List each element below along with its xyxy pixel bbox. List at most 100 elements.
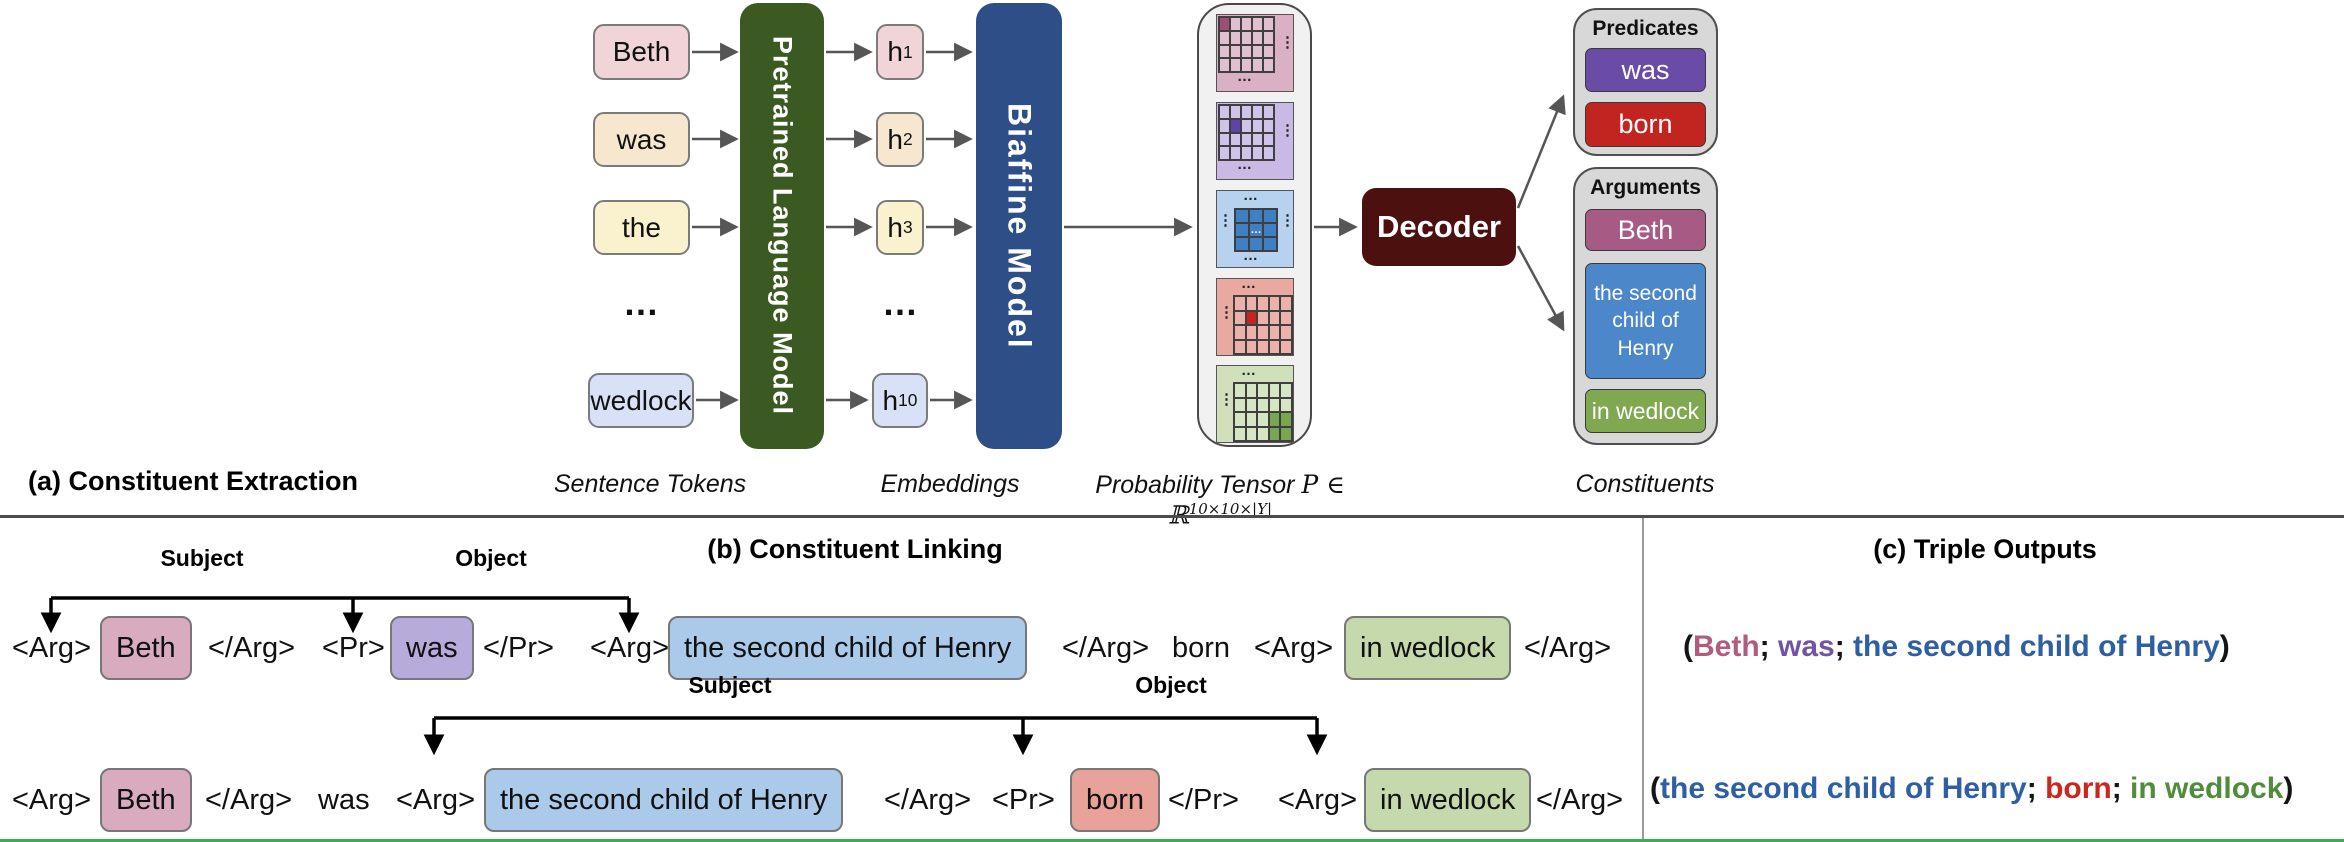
triple-output-2: (the second child of Henry; born; in wed… <box>1650 772 2293 806</box>
row2-pr-open: <Pr> <box>992 784 1055 816</box>
row1-pr-open: <Pr> <box>322 632 385 664</box>
row2-box-henry: the second child of Henry <box>484 768 844 832</box>
decoder-label: Decoder <box>1376 209 1502 244</box>
row1-box-was: was <box>390 616 474 680</box>
embedding-h10: h 10 <box>872 373 928 428</box>
tensor-symbol: P <box>1301 470 1319 499</box>
h3-base: h <box>887 211 903 243</box>
row1-arg-close-3: </Arg> <box>1524 632 1612 664</box>
argument-wedlock: in wedlock <box>1585 389 1706 433</box>
row2-arg-open-2: <Arg> <box>396 784 475 816</box>
t2-predicate: born <box>2045 772 2112 805</box>
t1-subject: Beth <box>1693 630 1760 663</box>
tensor-slice-green: … ⋮ <box>1216 363 1294 443</box>
t2-object: in wedlock <box>2130 772 2284 805</box>
row1-arg-open-1: <Arg> <box>12 632 91 664</box>
probability-tensor-container: ⋮… ⋮… ……… ⋮ ⋮ … ⋮ … ⋮ <box>1197 3 1312 447</box>
row1-object-label: Object <box>455 545 527 571</box>
row2-arg-close-1: </Arg> <box>205 784 293 816</box>
predicates-header: Predicates <box>1592 17 1699 40</box>
pretrained-language-model-block: Pretrained Language Model <box>740 3 824 449</box>
section-b-title: (b) Constituent Linking <box>707 534 1003 564</box>
tensor-caption-text: Probability Tensor <box>1095 471 1302 499</box>
tensor-slice-purple: ⋮… <box>1216 102 1295 180</box>
row2-box-born: born <box>1070 768 1161 832</box>
caption-embeddings: Embeddings <box>880 470 1020 498</box>
section-a-title: (a) Constituent Extraction <box>28 466 359 496</box>
bottom-green-line <box>0 839 2344 842</box>
h10-sub: 10 <box>898 390 918 410</box>
t2-paren-close: ) <box>2283 772 2294 805</box>
tensor-relation: ∈ ℝ <box>1168 470 1345 529</box>
t1-predicate: was <box>1778 630 1835 663</box>
h2-base: h <box>887 123 903 155</box>
tensor-superscript: 10×10×|Y| <box>1188 500 1273 518</box>
caption-sentence-tokens: Sentence Tokens <box>553 470 747 498</box>
row2-box-wedlock: in wedlock <box>1364 768 1532 832</box>
arrow-decoder-predicates <box>1516 94 1566 209</box>
h1-base: h <box>887 36 903 67</box>
triple-output-1: (Beth; was; the second child of Henry) <box>1683 630 2230 664</box>
row2-arg-close-3: </Arg> <box>1536 784 1624 816</box>
t2-sep-1: ; <box>2026 772 2046 805</box>
row1-box-beth: Beth <box>100 616 192 680</box>
row2-pr-close: </Pr> <box>1168 784 1239 816</box>
h3-sub: 3 <box>902 217 913 237</box>
biaffine-model-block: Biaffine Model <box>976 3 1062 449</box>
t2-sep-2: ; <box>2111 772 2131 805</box>
pretrained-language-model-label: Pretrained Language Model <box>767 36 798 416</box>
row1-arg-close-1: </Arg> <box>208 632 296 664</box>
predicates-group: Predicates was born <box>1573 8 1718 156</box>
h1-sub: 1 <box>902 41 913 62</box>
row1-pr-close: </Pr> <box>483 632 554 664</box>
predicate-born: born <box>1585 102 1706 147</box>
argument-beth: Beth <box>1585 209 1706 251</box>
row1-arg-open-2: <Arg> <box>590 632 669 664</box>
tensor-slice-pink: ⋮… <box>1216 14 1295 92</box>
row2-arg-open-1: <Arg> <box>12 784 91 816</box>
argument-henry: the second child of Henry <box>1585 263 1706 379</box>
row2-box-beth: Beth <box>100 768 192 832</box>
t1-paren-close: ) <box>2219 630 2230 663</box>
embedding-ellipsis: … <box>882 282 918 323</box>
decoder-block: Decoder <box>1362 188 1516 266</box>
row2-object-label: Object <box>1135 672 1207 698</box>
t1-sep-2: ; <box>1834 630 1854 663</box>
row1-word-born: born <box>1172 632 1231 664</box>
token-ellipsis: … <box>623 282 659 323</box>
predicate-was: was <box>1585 48 1706 92</box>
arrow-decoder-arguments <box>1516 245 1565 332</box>
arguments-group: Arguments Beth the second child of Henry… <box>1573 167 1718 445</box>
row1-arg-close-2: </Arg> <box>1062 632 1150 664</box>
row1-box-henry: the second child of Henry <box>668 616 1028 680</box>
row1-subject-label: Subject <box>160 545 244 571</box>
t1-paren-open: ( <box>1683 630 1693 663</box>
t1-sep-1: ; <box>1759 630 1778 663</box>
token-wedlock: wedlock <box>588 373 694 428</box>
row2-word-was: was <box>318 784 370 816</box>
horizontal-divider <box>0 515 2344 518</box>
tensor-slice-blue: ……… ⋮ ⋮ <box>1216 188 1295 268</box>
section-c-title: (c) Triple Outputs <box>1873 534 2097 564</box>
token-the: the <box>593 200 690 255</box>
t2-paren-open: ( <box>1650 772 1660 805</box>
token-was: was <box>593 112 690 167</box>
token-beth: Beth <box>593 24 690 80</box>
t1-object: the second child of Henry <box>1853 630 2220 663</box>
caption-constituents: Constituents <box>1575 470 1715 498</box>
caption-probability-tensor: Probability Tensor P ∈ ℝ10×10×|Y| <box>1060 470 1380 530</box>
row2-arg-open-3: <Arg> <box>1278 784 1357 816</box>
row2-subject-label: Subject <box>688 672 772 698</box>
row2-arg-close-2: </Arg> <box>884 784 972 816</box>
tensor-slice-red: … ⋮ <box>1216 276 1294 356</box>
t2-subject: the second child of Henry <box>1660 772 2027 805</box>
arguments-header: Arguments <box>1590 176 1701 199</box>
h2-sub: 2 <box>902 129 913 149</box>
vertical-divider <box>1642 518 1644 842</box>
biaffine-model-label: Biaffine Model <box>1001 102 1038 350</box>
